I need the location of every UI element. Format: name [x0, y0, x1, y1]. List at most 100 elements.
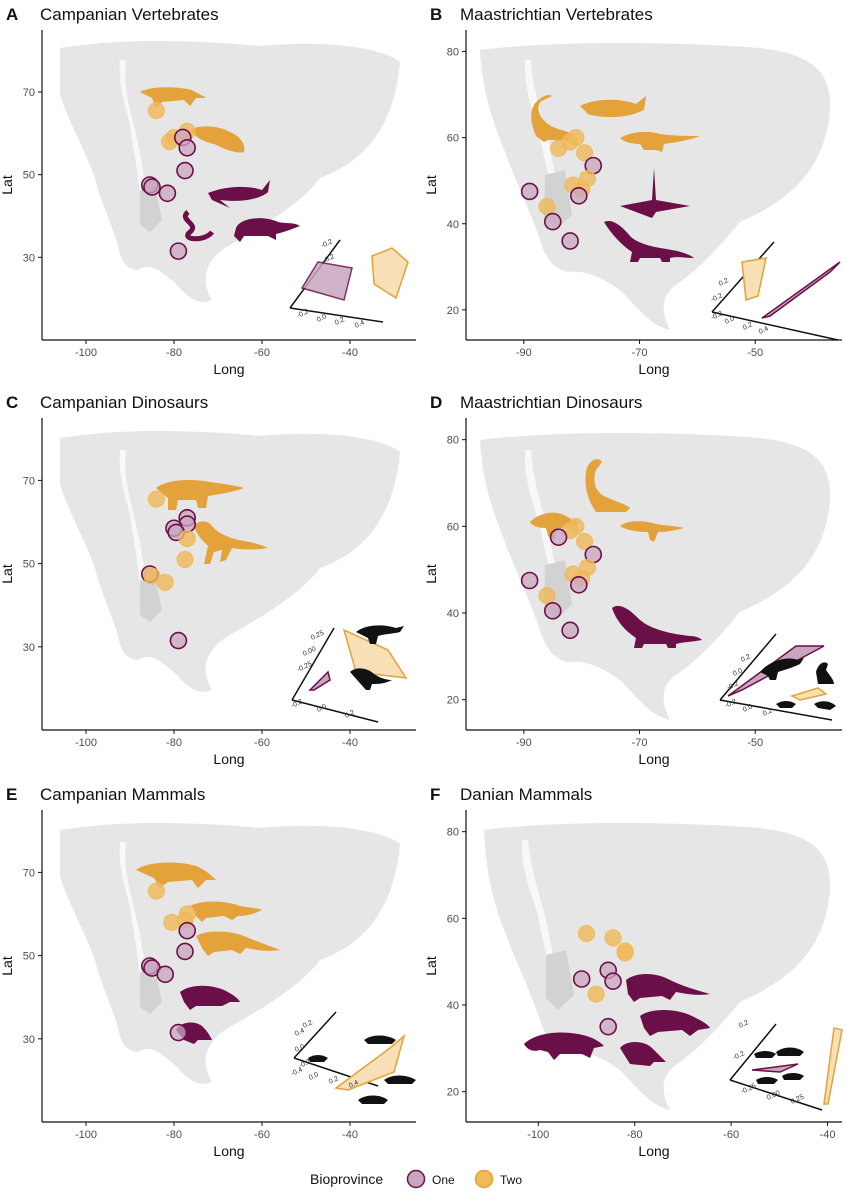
mammal-silhouette-icon [358, 1095, 388, 1104]
fish-silhouette-icon [580, 96, 646, 117]
x-tick-label: -40 [342, 737, 358, 749]
silhouette-black-group [308, 1035, 416, 1104]
snake-silhouette-icon [183, 210, 215, 242]
y-tick-label: 30 [23, 252, 35, 264]
plot-area: -90 -70 -50 20 40 60 80 Long Lat [423, 418, 842, 767]
point-bioprovince-one [178, 139, 196, 157]
ceratopsian-silhouette-icon [816, 662, 834, 684]
silhouette-one-group [176, 985, 240, 1044]
point-bioprovince-two [578, 925, 596, 942]
mammal-silhouette-icon [776, 1047, 804, 1056]
x-tick-label: -60 [254, 1129, 270, 1141]
inset-tick-label: 0.0 [316, 703, 328, 714]
point-bioprovince-one [169, 631, 188, 650]
inset-tick-label: -0.2 [732, 1050, 746, 1061]
small-theropod-silhouette-icon [776, 701, 796, 708]
point-bioprovince-one [143, 178, 161, 196]
point-bioprovince-one [549, 528, 568, 546]
y-tick-label: 20 [447, 1087, 459, 1099]
mammal-silhouette-icon [756, 1077, 778, 1084]
panel-letter: E [6, 785, 17, 804]
mammal-silhouette-icon [180, 985, 240, 1010]
x-axis-title: Long [638, 361, 669, 377]
x-tick-label: -80 [166, 347, 182, 359]
hadrosaur-silhouette-icon [530, 512, 582, 540]
silhouette-black-group [754, 1047, 804, 1084]
y-tick-label: 50 [23, 951, 35, 963]
point-bioprovince-one [569, 576, 588, 594]
point-bioprovince-one [543, 212, 562, 231]
legend-label-two: Two [500, 1173, 522, 1187]
legend-label-one: One [432, 1173, 455, 1187]
y-tick-label: 40 [447, 219, 459, 231]
x-tick-label: -100 [75, 347, 97, 359]
sauropod-silhouette-icon [604, 220, 694, 262]
point-bioprovince-two [538, 198, 556, 216]
point-bioprovince-one [169, 242, 188, 260]
silhouette-black-group [350, 625, 404, 690]
x-tick-label: -50 [747, 347, 763, 359]
morphospace-inset [293, 1011, 406, 1091]
mammal-silhouette-icon [626, 974, 710, 1002]
x-tick-label: -40 [342, 347, 358, 359]
panel-b: B Maastrichtian Vertebrates -90 -70 -50 20 4… [423, 5, 842, 377]
y-tick-label: 60 [447, 521, 459, 533]
x-tick-label: -60 [254, 737, 270, 749]
inset-tick-label: 0.25 [310, 630, 325, 642]
y-tick-label: 60 [447, 913, 459, 925]
x-tick-label: -70 [632, 737, 648, 749]
point-bioprovince-two [550, 139, 568, 157]
point-bioprovince-two [604, 929, 622, 947]
mammal-silhouette-icon [364, 1035, 396, 1044]
inset-tick-label: -0.2 [710, 310, 724, 321]
y-tick-label: 50 [23, 559, 35, 571]
panel-title: Maastrichtian Dinosaurs [460, 393, 642, 412]
inset-tick-label: -0.2 [290, 698, 304, 709]
y-tick-label: 60 [447, 133, 459, 145]
inset-tick-label: 0.0 [732, 667, 744, 678]
legend-swatch-two [474, 1169, 494, 1189]
point-bioprovince-one [156, 965, 174, 984]
plot-area: -100 -80 -60 -40 30 50 70 Long Lat [0, 418, 416, 767]
point-bioprovince-two [147, 882, 165, 900]
y-tick-label: 50 [23, 170, 35, 182]
point-bioprovince-two [147, 102, 165, 120]
y-axis-title: Lat [423, 564, 439, 584]
plot-area: -100 -80 -60 -40 30 50 70 Long Lat [0, 30, 416, 377]
y-tick-label: 70 [23, 867, 35, 879]
inset-tick-label: 0.2 [334, 316, 346, 327]
point-bioprovince-one [604, 972, 622, 990]
x-axis-title: Long [638, 751, 669, 767]
inset-tick-label: 0.2 [324, 253, 336, 264]
panel-f: F Danian Mammals -100 -80 -60 -40 20 40 60 80 Lo… [423, 785, 843, 1159]
mammal-silhouette-icon [136, 862, 216, 888]
y-tick-label: 20 [447, 305, 459, 317]
ceratopsian-silhouette-icon [531, 94, 572, 142]
inset-tick-labels: -0.2 0.0 0.2 -0.2 0.0 0.2 [724, 653, 774, 718]
x-tick-label: -80 [166, 1129, 182, 1141]
tyrannosaur-silhouette-icon [760, 658, 804, 680]
mammal-silhouette-icon [782, 1073, 804, 1080]
inset-tick-label: 0.00 [302, 646, 317, 658]
panel-d: D Maastrichtian Dinosaurs -90 -70 -50 20 40 6… [423, 393, 842, 767]
mammal-silhouette-icon [190, 901, 262, 922]
point-bioprovince-two [147, 490, 165, 508]
point-bioprovince-one [599, 1017, 618, 1036]
silhouette-one-group [524, 974, 710, 1066]
inset-tick-labels: -0.2 0.0 0.2 0.4 -0.2 0.2 [296, 238, 366, 329]
x-tick-label: -100 [75, 737, 97, 749]
x-tick-label: -40 [820, 1129, 836, 1141]
y-tick-label: 30 [23, 642, 35, 654]
point-bioprovince-one [176, 161, 194, 180]
inset-tick-label: -0.2 [320, 238, 334, 249]
rodent-silhouette-icon [620, 1042, 666, 1066]
point-bioprovince-two [576, 144, 594, 162]
x-tick-label: -60 [723, 1129, 739, 1141]
hadrosaur-silhouette-icon [620, 131, 700, 152]
panel-letter: B [430, 5, 442, 24]
x-axis-title: Long [213, 361, 244, 377]
panel-a: A Campanian Vertebrates -100 -80 -60 -40 30 5… [0, 5, 416, 377]
inset-tick-labels: -0.2 0.0 0.2 -0.25 0.00 0.25 [290, 630, 356, 720]
y-axis-title: Lat [0, 564, 15, 584]
inset-tick-label: 0.2 [762, 707, 774, 718]
